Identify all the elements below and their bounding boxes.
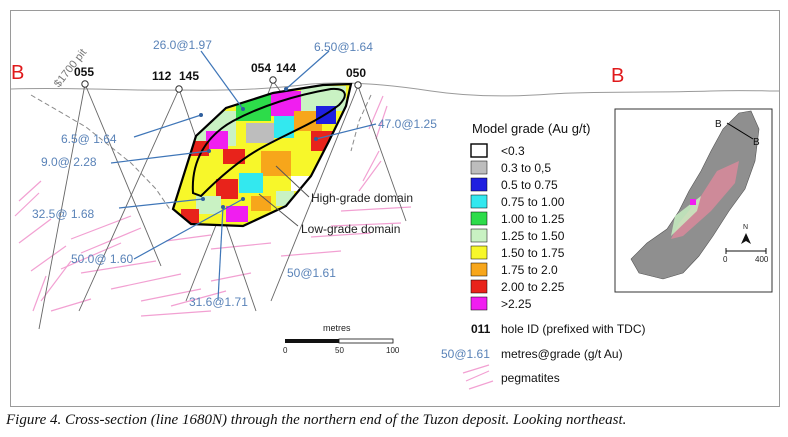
intercept-label: 47.0@1.25 xyxy=(378,117,437,131)
scale-segment-dark xyxy=(285,339,339,343)
legend-title: Model grade (Au g/t) xyxy=(472,121,591,136)
inset-scale-bar xyxy=(725,248,767,254)
legend-label: 0.3 to 0,5 xyxy=(501,161,551,175)
inset-scale-tick: 400 xyxy=(755,255,769,264)
pit-outline xyxy=(30,94,372,212)
legend-label: 1.50 to 1.75 xyxy=(501,246,565,260)
scale-tick: 0 xyxy=(283,346,288,355)
inset-scale-tick: 0 xyxy=(723,255,728,264)
inset-marker-b-left: B xyxy=(715,119,722,130)
legend-swatch xyxy=(470,143,488,158)
hole-label-055: 055 xyxy=(74,65,94,79)
scale-title: metres xyxy=(323,323,351,333)
intercept-label: 6.5@ 1.64 xyxy=(61,132,117,146)
legend-label: <0.3 xyxy=(501,144,525,158)
legend-swatch xyxy=(470,177,488,192)
inset-orebody-shape xyxy=(630,110,760,280)
legend-swatch xyxy=(470,262,488,277)
north-label: N xyxy=(743,224,748,231)
inset-pale-band xyxy=(671,196,701,236)
legend-swatch xyxy=(470,194,488,209)
intercept-label: 6.50@1.64 xyxy=(314,40,373,54)
legend-items: <0.3 0.3 to 0,5 0.5 to 0.75 0.75 to 1.00 1.0… xyxy=(470,143,565,311)
cross-section-diagram: B B $1700 pit 055 112 145 054 144 050 26… xyxy=(11,38,779,390)
figure-caption: Figure 4. Cross-section (line 1680N) thr… xyxy=(6,412,627,428)
legend: Model grade (Au g/t) <0.3 0.3 to 0,5 0.5 t… xyxy=(441,121,646,390)
scale-segment-light xyxy=(338,338,394,344)
low-grade-domain-label: Low-grade domain xyxy=(301,222,400,236)
hole-collars xyxy=(81,76,362,93)
intercept-label: 50.0@ 1.60 xyxy=(71,252,134,266)
inset-grade-mark xyxy=(690,199,696,205)
inset-marker-b-right: B xyxy=(753,137,760,148)
legend-hole-id-sample: 011 xyxy=(471,322,491,336)
intercept-label: 9.0@ 2.28 xyxy=(41,155,97,169)
legend-swatch xyxy=(470,296,488,311)
inset-view: B B N 0 400 xyxy=(614,108,773,293)
hole-label-054: 054 xyxy=(251,61,271,75)
legend-label: >2.25 xyxy=(501,297,532,311)
leader-lines xyxy=(110,50,377,301)
topography-line xyxy=(11,82,779,97)
legend-metres-grade-sample: 50@1.61 xyxy=(441,347,490,361)
legend-label: 2.00 to 2.25 xyxy=(501,280,565,294)
legend-hole-id-label: hole ID (prefixed with TDC) xyxy=(501,322,646,336)
intercept-label: 50@1.61 xyxy=(287,266,336,280)
legend-swatch xyxy=(470,228,488,243)
inset-section-line xyxy=(726,122,754,140)
section-marker-right: B xyxy=(611,65,624,87)
high-grade-domain-label: High-grade domain xyxy=(311,191,413,205)
section-marker-left: B xyxy=(11,62,24,84)
scale-tick: 100 xyxy=(386,346,400,355)
leader-dots xyxy=(199,87,318,209)
scale-tick: 50 xyxy=(335,346,344,355)
legend-swatch xyxy=(470,160,488,175)
legend-label: 1.25 to 1.50 xyxy=(501,229,565,243)
hole-label-144: 144 xyxy=(276,61,296,75)
figure-frame: B B $1700 pit 055 112 145 054 144 050 26… xyxy=(10,10,780,407)
legend-swatch xyxy=(470,245,488,260)
legend-swatch xyxy=(470,279,488,294)
pegmatite-lines xyxy=(14,95,412,317)
low-grade-domain-outline xyxy=(171,82,353,228)
legend-pegmatites-label: pegmatites xyxy=(501,371,560,385)
legend-label: 1.75 to 2.0 xyxy=(501,263,558,277)
intercept-label: 26.0@1.97 xyxy=(153,38,212,52)
legend-label: 1.00 to 1.25 xyxy=(501,212,565,226)
hole-label-145: 145 xyxy=(179,69,199,83)
north-arrow-icon: N xyxy=(741,224,751,244)
intercept-label: 32.5@ 1.68 xyxy=(32,207,95,221)
hole-label-112: 112 xyxy=(152,69,172,83)
legend-pegmatite-swatch xyxy=(462,364,494,390)
intercept-label: 31.6@1.71 xyxy=(189,295,248,309)
legend-metres-grade-label: metres@grade (g/t Au) xyxy=(501,347,623,361)
domain-leaders xyxy=(258,165,310,227)
high-grade-domain-outline xyxy=(191,87,346,198)
legend-swatch xyxy=(470,211,488,226)
hole-label-050: 050 xyxy=(346,66,366,80)
scale-bar: metres 0 50 100 xyxy=(283,323,400,355)
legend-label: 0.5 to 0.75 xyxy=(501,178,558,192)
legend-label: 0.75 to 1.00 xyxy=(501,195,565,209)
